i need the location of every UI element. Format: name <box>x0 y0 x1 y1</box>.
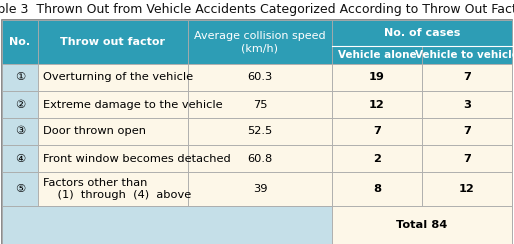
Text: Factors other than
    (1)  through  (4)  above: Factors other than (1) through (4) above <box>43 178 191 200</box>
Bar <box>38 118 188 145</box>
Text: 39: 39 <box>253 184 267 194</box>
Bar <box>188 64 332 91</box>
Bar <box>332 206 512 244</box>
Text: 7: 7 <box>463 72 471 82</box>
Text: ②: ② <box>15 100 25 110</box>
Bar <box>2 64 38 91</box>
Bar <box>332 91 422 118</box>
Text: 12: 12 <box>459 184 475 194</box>
Text: 7: 7 <box>463 126 471 136</box>
Bar <box>188 145 332 172</box>
Bar <box>332 172 422 206</box>
Text: 75: 75 <box>253 100 267 110</box>
Bar <box>422 145 512 172</box>
Bar <box>188 118 332 145</box>
Bar <box>2 172 38 206</box>
Text: ③: ③ <box>15 126 25 136</box>
Text: 8: 8 <box>373 184 381 194</box>
Text: 7: 7 <box>373 126 381 136</box>
Text: 3: 3 <box>463 100 471 110</box>
Bar <box>2 145 38 172</box>
Text: 2: 2 <box>373 153 381 163</box>
Text: No. of cases: No. of cases <box>384 28 460 38</box>
Text: 60.3: 60.3 <box>247 72 272 82</box>
Bar <box>2 206 332 244</box>
Bar <box>332 145 422 172</box>
Text: Extreme damage to the vehicle: Extreme damage to the vehicle <box>43 100 223 110</box>
Text: Table 3  Thrown Out from Vehicle Accidents Categorized According to Throw Out Fa: Table 3 Thrown Out from Vehicle Accident… <box>0 3 514 17</box>
Text: Door thrown open: Door thrown open <box>43 126 146 136</box>
Bar <box>38 64 188 91</box>
Text: No.: No. <box>9 37 30 47</box>
Bar <box>422 172 512 206</box>
Bar <box>332 64 422 91</box>
Bar <box>422 46 512 64</box>
Bar <box>422 64 512 91</box>
Text: Average collision speed
(km/h): Average collision speed (km/h) <box>194 31 326 53</box>
Bar <box>332 46 422 64</box>
Bar <box>422 91 512 118</box>
Bar <box>188 172 332 206</box>
Bar <box>2 20 38 64</box>
Text: ①: ① <box>15 72 25 82</box>
Text: 12: 12 <box>369 100 385 110</box>
Text: Throw out factor: Throw out factor <box>61 37 166 47</box>
Bar <box>2 91 38 118</box>
Text: Vehicle alone: Vehicle alone <box>338 50 416 60</box>
Bar <box>38 20 188 64</box>
Text: 19: 19 <box>369 72 385 82</box>
Bar <box>332 118 422 145</box>
Text: Overturning of the vehicle: Overturning of the vehicle <box>43 72 193 82</box>
Text: Total 84: Total 84 <box>396 220 448 230</box>
Text: 60.8: 60.8 <box>247 153 272 163</box>
Text: 7: 7 <box>463 153 471 163</box>
Text: ⑤: ⑤ <box>15 184 25 194</box>
Bar <box>188 91 332 118</box>
Bar <box>38 145 188 172</box>
Bar <box>422 118 512 145</box>
Text: ④: ④ <box>15 153 25 163</box>
Text: 52.5: 52.5 <box>247 126 272 136</box>
Bar <box>188 20 332 64</box>
Bar <box>332 20 512 46</box>
Text: Front window becomes detached: Front window becomes detached <box>43 153 231 163</box>
Bar <box>38 91 188 118</box>
Text: Vehicle to vehicle: Vehicle to vehicle <box>415 50 514 60</box>
Bar <box>2 118 38 145</box>
Bar <box>38 172 188 206</box>
